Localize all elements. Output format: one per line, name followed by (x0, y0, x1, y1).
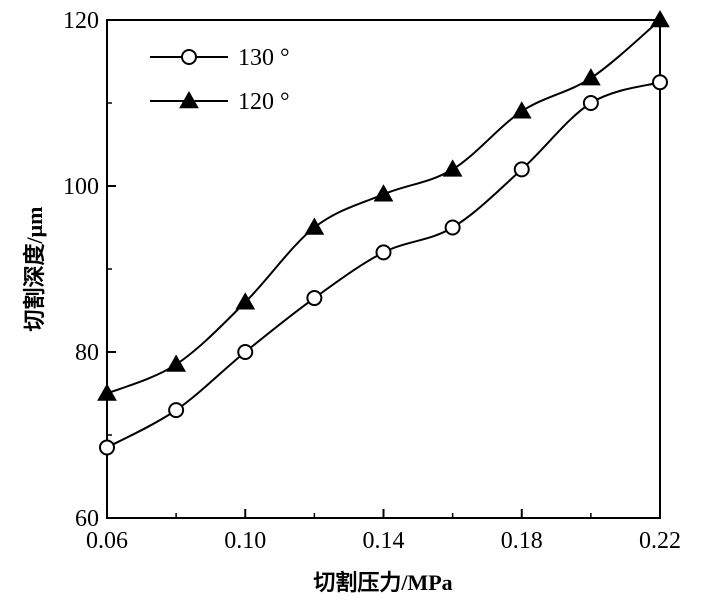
y-axis: 60 80 100 120 (63, 8, 116, 532)
y-tick-label: 120 (63, 8, 99, 34)
y-axis-label: 切割深度/μm (22, 207, 47, 332)
data-point (513, 161, 530, 178)
data-point (235, 292, 256, 310)
data-point (97, 383, 117, 401)
series-layer (97, 9, 670, 456)
data-point (166, 354, 186, 372)
data-point (99, 439, 115, 456)
data-point (582, 95, 599, 111)
legend-label: 130 ° (238, 45, 290, 71)
x-tick-label: 0.18 (501, 528, 543, 554)
data-point (581, 68, 601, 86)
y-tick-label: 80 (75, 340, 99, 366)
series-triangle (97, 9, 670, 401)
y-tick-label: 100 (63, 174, 99, 200)
series-circle (99, 74, 668, 456)
legend-label: 120 ° (238, 89, 290, 115)
data-point (373, 184, 394, 202)
legend-marker (179, 90, 199, 109)
data-point (444, 219, 461, 236)
data-point (650, 9, 670, 28)
data-point (375, 244, 392, 261)
x-tick-label: 0.22 (639, 528, 681, 554)
series-line (106, 81, 661, 449)
data-point (511, 101, 532, 119)
data-point (442, 159, 463, 177)
legend-marker (181, 49, 197, 65)
data-point (306, 290, 323, 307)
data-point (304, 217, 325, 235)
x-tick-label: 0.14 (363, 528, 405, 554)
legend: 130 ° 120 ° (150, 45, 290, 115)
series-line (106, 19, 661, 395)
x-tick-label: 0.10 (224, 528, 266, 554)
x-axis: 0.06 0.10 0.14 0.18 0.22 (86, 509, 681, 554)
x-tick-label: 0.06 (86, 528, 128, 554)
x-axis-label: 切割压力/MPa (313, 570, 452, 595)
y-tick-label: 60 (75, 506, 99, 532)
data-point (168, 402, 185, 419)
data-point (652, 74, 668, 91)
data-point (237, 344, 254, 360)
